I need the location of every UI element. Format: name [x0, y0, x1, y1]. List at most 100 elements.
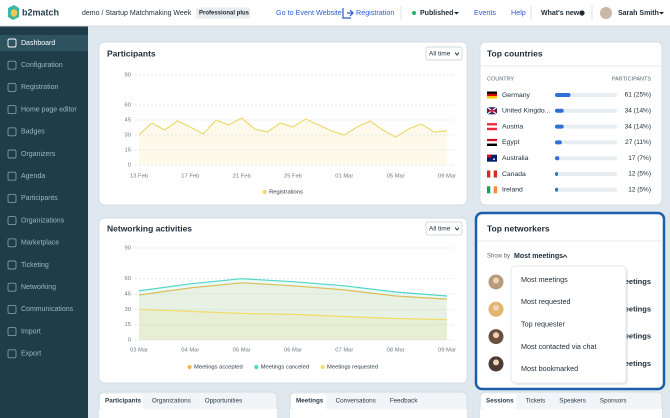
nav-item[interactable]: Home page editor — [21, 106, 77, 113]
x-tick-label: 05 Mar — [233, 348, 251, 354]
flag — [487, 94, 497, 96]
bar-track — [555, 125, 617, 129]
bar — [555, 109, 564, 113]
value-label: 27 (11%) — [625, 139, 651, 146]
legend-label: Meetings canceled — [261, 365, 309, 371]
flag — [487, 123, 497, 125]
filter-label[interactable]: All time — [429, 226, 451, 233]
tab[interactable]: Tickets — [526, 398, 546, 405]
tab-content — [480, 409, 662, 418]
value-label: 34 (14%) — [625, 108, 651, 115]
registration-link[interactable]: Registration — [356, 8, 394, 17]
menu-item[interactable]: Most bookmarked — [521, 364, 578, 373]
tab[interactable]: Feedback — [390, 398, 419, 405]
flag — [487, 128, 497, 130]
flag — [487, 171, 490, 178]
networker-face — [493, 332, 499, 338]
panel-title: Top countries — [487, 48, 543, 58]
nav-item[interactable]: Organizers — [21, 151, 56, 158]
status[interactable]: Published — [420, 10, 453, 17]
menu-item[interactable]: Most contacted via chat — [521, 342, 597, 351]
flag — [494, 171, 497, 178]
website-link[interactable]: Go to Event Website — [276, 8, 342, 17]
networker-face — [493, 278, 499, 284]
x-tick-label: 21 Feb — [233, 174, 251, 180]
x-tick-label: 05 Mar — [387, 174, 405, 180]
bar-track — [555, 140, 617, 144]
y-tick-label: 45 — [125, 118, 131, 124]
x-tick-label: 07 Mar — [335, 348, 353, 354]
filter-label[interactable]: All time — [429, 51, 451, 58]
logo[interactable]: b2match — [22, 7, 59, 17]
avatar[interactable] — [600, 7, 612, 19]
tab[interactable]: Conversations — [336, 398, 376, 405]
event-name: demo / Startup Matchmaking Week — [82, 10, 192, 17]
flag — [487, 125, 497, 127]
nav-item[interactable]: Badges — [21, 129, 45, 136]
tab[interactable]: Participants — [105, 398, 142, 405]
menu-item[interactable]: Top requester — [521, 320, 566, 329]
country-name: Germany — [502, 92, 531, 99]
whats-new[interactable]: What's new — [541, 10, 580, 17]
nav-item[interactable]: Communications — [21, 306, 74, 313]
tab[interactable]: Opportunities — [205, 398, 242, 405]
networker-face — [493, 359, 499, 365]
flag — [487, 139, 497, 141]
tab[interactable]: Meetings — [296, 398, 324, 405]
y-tick-label: 90 — [125, 246, 131, 252]
menu-item[interactable]: Most meetings — [521, 275, 568, 284]
events-link[interactable]: Events — [474, 8, 496, 17]
y-tick-label: 15 — [125, 322, 131, 328]
x-tick-label: 09 Mar — [438, 348, 456, 354]
tab[interactable]: Organizations — [152, 398, 191, 405]
networker-face — [493, 305, 499, 311]
bar — [555, 188, 558, 192]
x-tick-label: 25 Feb — [284, 174, 302, 180]
legend-label: Meetings accepted — [194, 365, 243, 371]
bar-track — [555, 172, 617, 176]
show-by-dropdown[interactable]: Most meetings — [514, 253, 563, 260]
nav-item[interactable]: Participants — [21, 195, 58, 202]
flag — [490, 186, 493, 193]
column-header: COUNTRY — [487, 76, 514, 82]
news-dot — [579, 10, 584, 15]
tab[interactable]: Speakers — [559, 398, 586, 405]
user-name[interactable]: Sarah Smith — [618, 10, 659, 17]
tab[interactable]: Sessions — [486, 398, 514, 405]
plan: Professional plus — [199, 11, 250, 17]
y-tick-label: 30 — [125, 307, 131, 313]
flag — [487, 155, 491, 158]
bar-track — [555, 156, 617, 160]
help-link[interactable]: Help — [511, 8, 526, 17]
flag — [487, 92, 497, 94]
nav-item[interactable]: Configuration — [21, 62, 63, 69]
legend-dot — [262, 189, 267, 194]
country-name: Canada — [502, 171, 526, 178]
nav-item[interactable]: Organizations — [21, 217, 65, 224]
flag — [487, 96, 497, 98]
bar — [555, 172, 558, 176]
y-tick-label: 0 — [128, 338, 131, 344]
bar — [555, 93, 571, 97]
nav-item[interactable]: Dashboard — [21, 40, 55, 47]
y-tick-label: 30 — [125, 133, 131, 139]
panel-title: Networking activities — [107, 223, 192, 233]
tab[interactable]: Sponsors — [600, 398, 627, 405]
nav-item[interactable]: Registration — [21, 84, 58, 91]
x-tick-label: 13 Feb — [130, 174, 148, 180]
nav-item[interactable]: Ticketing — [21, 262, 49, 269]
x-tick-label: 08 Mar — [387, 348, 405, 354]
nav-item[interactable]: Agenda — [21, 173, 45, 180]
flag — [493, 158, 495, 160]
nav-item[interactable]: Import — [21, 328, 41, 335]
bar-track — [555, 188, 617, 192]
status-dot — [412, 11, 416, 15]
nav-item[interactable]: Networking — [21, 284, 56, 291]
bar — [555, 125, 564, 129]
menu-item[interactable]: Most requested — [521, 297, 571, 306]
x-tick-label: 01 Mar — [335, 174, 353, 180]
tab-content — [290, 409, 467, 418]
nav-item[interactable]: Export — [21, 351, 41, 358]
nav-item[interactable]: Marketplace — [21, 240, 59, 247]
